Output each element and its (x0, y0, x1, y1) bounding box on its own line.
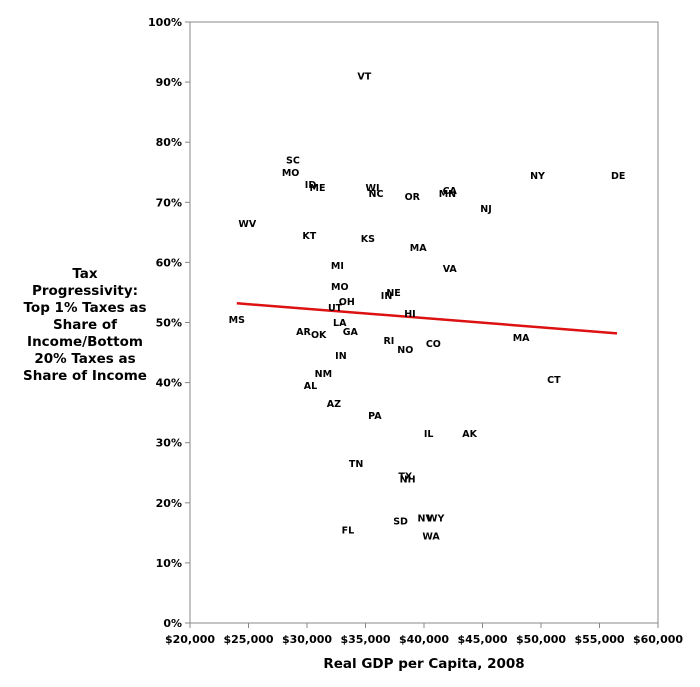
trendline-layer (236, 302, 618, 335)
data-point-label: NV (418, 513, 434, 524)
data-point-label: MA (410, 243, 427, 254)
y-axis-title: Tax Progressivity: Top 1% Taxes as Share… (2, 266, 168, 385)
data-point-label: ME (310, 183, 326, 194)
data-point-label: MO (282, 168, 300, 179)
data-point-label: MO (331, 282, 349, 293)
y-tick-label: 60% (156, 256, 182, 269)
data-point-label: DE (611, 171, 625, 182)
data-point-label: ID (305, 180, 317, 191)
data-point-label: NY (530, 171, 545, 182)
x-tick-label: $40,000 (399, 633, 449, 646)
plot-area (189, 21, 659, 624)
data-point-label: KT (302, 231, 316, 242)
data-point-label: MN (439, 189, 456, 200)
y-tick-label: 20% (156, 497, 182, 510)
y-axis-title-line: Tax (72, 266, 98, 282)
data-point-label: MI (331, 261, 344, 272)
data-point-label: VA (443, 264, 458, 275)
data-point-label: WI (366, 183, 380, 194)
data-point-label: AR (296, 327, 311, 338)
data-point-label: OK (311, 330, 327, 341)
data-point-label: OH (339, 297, 355, 308)
y-tick-label: 80% (156, 136, 182, 149)
x-axis: $20,000 $25,000 $30,000 $35,000 $40,000 $45,0… (165, 623, 683, 646)
data-point-label: FL (342, 525, 355, 536)
data-point-label: NO (397, 345, 413, 356)
data-point-label: CT (547, 375, 561, 386)
data-point-label: CO (426, 339, 441, 350)
data-point-label: AK (462, 429, 477, 440)
data-point-label: TN (349, 459, 363, 470)
data-point-label: MS (229, 315, 245, 326)
data-point-label: TX (398, 471, 412, 482)
data-point-label: GA (343, 327, 359, 338)
data-point-label: NM (315, 369, 332, 380)
data-point-label: IL (424, 429, 434, 440)
data-point-label: WV (238, 219, 256, 230)
data-point-label: HI (404, 309, 416, 320)
data-point-label: WY (427, 513, 444, 524)
data-point-label: RI (383, 336, 394, 347)
data-point-label: IN (381, 291, 393, 302)
data-point-label: NC (369, 189, 384, 200)
y-tick-label: 30% (156, 437, 182, 450)
y-axis-title-line: Share of Income (23, 368, 147, 384)
y-axis-title-line: Share of (52, 317, 118, 333)
y-tick-label: 50% (156, 317, 182, 330)
y-axis: 0% 10% 20% 30% 40% 50% 60% 70% 80% 90% 100% (148, 16, 190, 630)
y-axis-title-line: Income/Bottom (27, 334, 143, 350)
data-point-label: LA (333, 318, 347, 329)
y-tick-label: 90% (156, 76, 182, 89)
x-tick-label: $30,000 (282, 633, 332, 646)
x-tick-label: $25,000 (223, 633, 273, 646)
data-point-label: AL (304, 381, 317, 392)
y-tick-label: 0% (163, 617, 182, 630)
data-point-label: OR (405, 192, 421, 203)
y-tick-label: 10% (156, 557, 182, 570)
data-point-label: AZ (327, 399, 341, 410)
data-point-label: VT (357, 72, 371, 83)
data-point-label: CA (443, 186, 458, 197)
trendline (236, 302, 618, 335)
y-tick-label: 40% (156, 377, 182, 390)
data-point-label: WA (422, 531, 440, 542)
data-point-label: NE (386, 288, 400, 299)
y-tick-label: 100% (148, 16, 182, 29)
x-tick-label: $20,000 (165, 633, 215, 646)
y-axis-title-line: Top 1% Taxes as (23, 300, 147, 316)
x-tick-label: $35,000 (340, 633, 390, 646)
x-tick-label: $50,000 (516, 633, 566, 646)
y-axis-title-line: 20% Taxes as (34, 351, 136, 367)
y-tick-label: 70% (156, 196, 182, 209)
x-tick-label: $45,000 (457, 633, 507, 646)
data-point-label: IN (335, 351, 347, 362)
x-axis-title: Real GDP per Capita, 2008 (323, 656, 524, 672)
data-point-label: NJ (480, 204, 492, 215)
y-axis-title-line: Progressivity: (31, 283, 139, 299)
x-tick-label: $60,000 (633, 633, 683, 646)
data-point-label: NH (400, 474, 416, 485)
data-point-label: SC (286, 156, 300, 167)
data-point-label: PA (368, 411, 382, 422)
data-point-label: SD (393, 516, 408, 527)
data-point-label: KS (361, 234, 375, 245)
data-point-label: MA (513, 333, 530, 344)
data-point-label: UT (328, 303, 343, 314)
x-tick-label: $55,000 (574, 633, 624, 646)
